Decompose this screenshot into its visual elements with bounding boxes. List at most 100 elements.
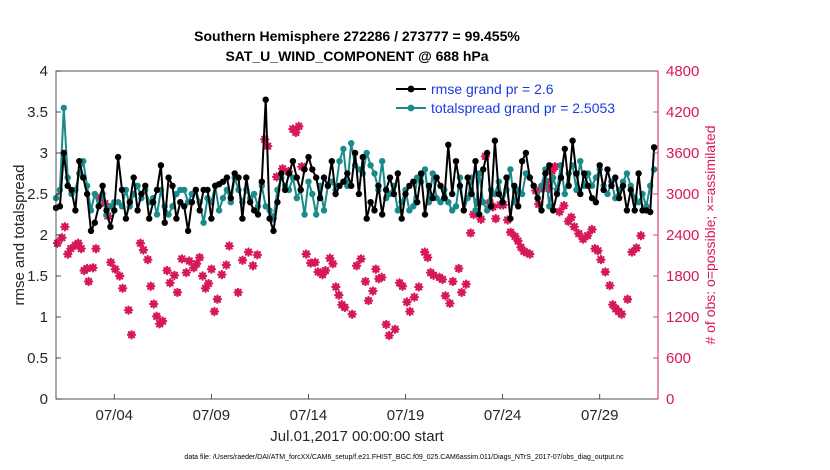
rmse-point xyxy=(332,190,339,198)
rmse-point xyxy=(549,207,557,214)
rmse-point xyxy=(577,190,584,198)
rmse-point xyxy=(320,174,328,181)
x-tick-label: 07/14 xyxy=(290,407,328,424)
rmse-point xyxy=(425,182,433,189)
rmse-point xyxy=(441,194,448,202)
obs-assimilated-point xyxy=(440,291,451,301)
obs-assimilated-point xyxy=(516,242,526,252)
obs-assimilated-point xyxy=(91,243,101,254)
rmse-point xyxy=(565,182,572,189)
y-left-tick-label: 3.5 xyxy=(27,104,48,121)
totalspread-point xyxy=(522,170,530,177)
rmse-point xyxy=(146,215,153,222)
obs-assimilated-point xyxy=(368,286,378,296)
rmse-point xyxy=(650,144,658,151)
rmse-point xyxy=(417,170,425,177)
chart-title-line1: Southern Hemisphere 272286 / 273777 = 99… xyxy=(194,28,520,44)
totalspread-point xyxy=(173,190,180,198)
x-axis-ticks: 07/04 07/09 07/14 07/19 07/24 07/29 xyxy=(95,394,619,424)
rmse-point xyxy=(507,215,514,222)
y-left-tick-label: 2 xyxy=(40,227,48,244)
rmse-point xyxy=(243,174,250,181)
y-left-tick-label: 1 xyxy=(40,309,48,326)
obs-assimilated-point xyxy=(437,274,448,285)
rmse-point xyxy=(414,199,421,206)
obs-assimilated-point xyxy=(522,248,532,258)
totalspread-point xyxy=(604,190,611,198)
rmse-point xyxy=(68,186,75,194)
obs-assimilated-point xyxy=(203,278,214,289)
totalspread-point xyxy=(480,199,487,206)
rmse-point xyxy=(316,194,324,202)
obs-assimilated-point xyxy=(384,330,394,341)
totalspread-point xyxy=(410,203,417,210)
obs-assimilated-point xyxy=(596,254,606,265)
rmse-point xyxy=(449,190,456,198)
rmse-point xyxy=(623,207,631,214)
totalspread-point xyxy=(305,178,312,185)
obs-assimilated-point xyxy=(60,222,70,232)
obs-assimilated-point xyxy=(237,255,248,265)
rmse-point xyxy=(604,166,611,173)
obs-assimilated-point xyxy=(461,279,471,289)
obs-assimilated-point xyxy=(510,231,520,242)
rmse-point xyxy=(126,199,133,206)
y-right-tick-label: 3000 xyxy=(666,186,699,203)
obs-assimilated-point xyxy=(356,254,366,264)
rmse-point xyxy=(460,207,467,214)
obs-assimilated-point xyxy=(569,222,579,232)
x-tick-label: 07/04 xyxy=(95,407,133,424)
obs-assimilated-point xyxy=(513,236,523,246)
obs-assimilated-point xyxy=(563,216,574,227)
rmse-point xyxy=(165,174,172,181)
rmse-point xyxy=(398,215,405,222)
rmse-point xyxy=(313,174,320,181)
y-right-tick-label: 1800 xyxy=(666,268,699,285)
obs-assimilated-point xyxy=(328,259,338,269)
obs-assimilated-point xyxy=(138,245,149,255)
obs-assimilated-point xyxy=(146,281,156,291)
obs-assimilated-point xyxy=(559,200,569,211)
totalspread-point xyxy=(181,186,188,194)
totalspread-point xyxy=(165,211,172,218)
totalspread-point xyxy=(134,182,141,189)
rmse-point xyxy=(266,215,273,222)
rmse-point xyxy=(177,199,184,206)
obs-assimilated-point xyxy=(233,287,243,298)
obs-assimilated-point xyxy=(491,213,501,224)
totalspread-point xyxy=(472,207,479,214)
rmse-point xyxy=(114,153,122,161)
rmse-point xyxy=(375,182,382,189)
obs-assimilated-point xyxy=(206,264,217,274)
rmse-point xyxy=(581,170,588,177)
y-left-tick-label: 0 xyxy=(40,391,48,408)
obs-assimilated-point xyxy=(422,252,433,263)
y-left-tick-label: 1.5 xyxy=(27,268,48,285)
rmse-point xyxy=(161,219,168,226)
obs-assimilated-point xyxy=(374,274,384,284)
obs-assimilated-point xyxy=(390,324,400,334)
obs-assimilated-point xyxy=(420,247,430,257)
rmse-point xyxy=(169,182,176,189)
totalspread-point xyxy=(114,199,122,206)
totalspread-point xyxy=(250,190,258,198)
obs-assimilated-point xyxy=(63,249,73,259)
obs-assimilated-point xyxy=(252,250,263,260)
obs-assimilated-point xyxy=(271,172,282,182)
obs-assimilated-point xyxy=(519,246,529,257)
rmse-point xyxy=(445,141,452,148)
legend-totalspread-label: totalspread grand pr = 2.5053 xyxy=(431,100,615,116)
rmse-point xyxy=(336,182,343,189)
rmse-point xyxy=(134,207,141,214)
totalspread-point xyxy=(301,211,308,218)
totalspread-point xyxy=(348,140,355,147)
obs-assimilated-point xyxy=(73,238,83,248)
rmse-point xyxy=(534,194,541,202)
rmse-point xyxy=(142,182,149,189)
obs-assimilated-point xyxy=(243,247,254,257)
rmse-point xyxy=(56,203,64,210)
obs-assimilated-point xyxy=(52,238,63,248)
y-left-tick-label: 3 xyxy=(40,145,48,162)
rmse-point xyxy=(297,186,304,194)
obs-assimilated-point xyxy=(82,263,92,274)
